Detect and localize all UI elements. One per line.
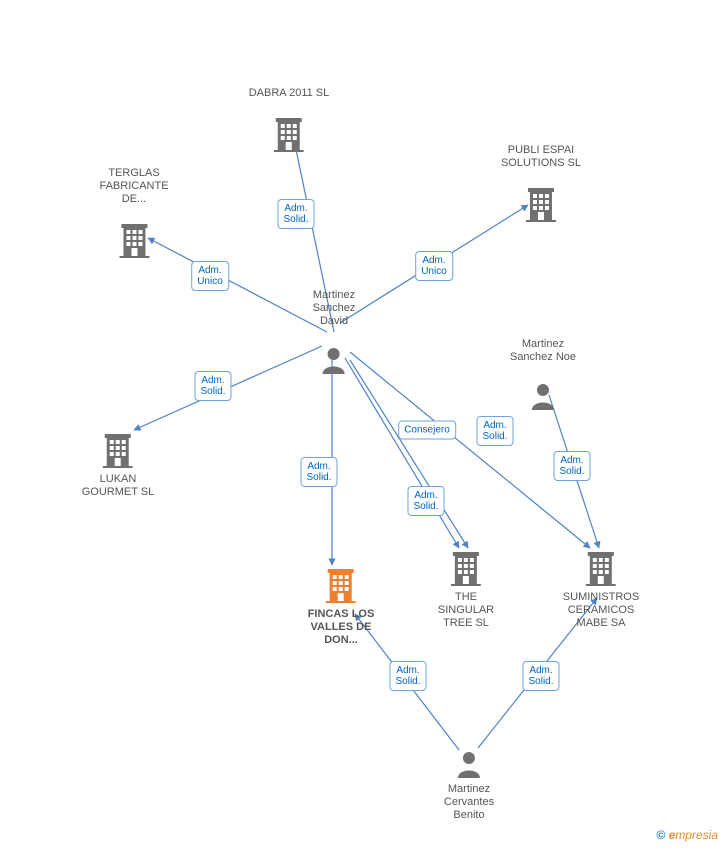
node-fincas[interactable]: FINCAS LOS VALLES DE DON...: [308, 569, 375, 647]
building-icon: [103, 434, 133, 473]
node-label: Martinez Sanchez David: [313, 289, 356, 328]
building-icon: [451, 552, 481, 591]
node-label: FINCAS LOS VALLES DE DON...: [308, 608, 375, 647]
edge-label: Adm. Solid.: [300, 457, 337, 487]
diagram-canvas: Martinez Sanchez David Martinez Sanchez …: [0, 0, 728, 850]
copyright: © empresia: [656, 828, 718, 842]
person-icon: [530, 382, 556, 415]
edge-label: Adm. Solid.: [194, 371, 231, 401]
edge-label: Adm. Unico: [191, 261, 229, 291]
node-tree[interactable]: THE SINGULAR TREE SL: [438, 552, 494, 630]
building-icon: [274, 118, 304, 157]
edge-line: [345, 358, 459, 548]
edge-label: Adm. Unico: [415, 251, 453, 281]
edges-layer: [0, 0, 728, 850]
node-label: LUKAN GOURMET SL: [82, 473, 155, 499]
node-benito[interactable]: Martinez Cervantes Benito: [444, 750, 494, 822]
node-label: Martinez Sanchez Noe: [510, 338, 576, 364]
node-dabra[interactable]: DABRA 2011 SL: [249, 87, 330, 157]
edge-label: Adm. Solid.: [277, 199, 314, 229]
node-label: SUMINISTROS CERAMICOS MABE SA: [563, 591, 639, 630]
building-icon: [526, 188, 556, 227]
building-icon: [586, 552, 616, 591]
person-icon: [321, 346, 347, 379]
edge-label: Adm. Solid.: [553, 451, 590, 481]
edge-label: Adm. Solid.: [476, 416, 513, 446]
edge-label: Adm. Solid.: [407, 486, 444, 516]
edge-line: [148, 238, 327, 332]
building-icon: [119, 224, 149, 263]
person-icon: [456, 750, 482, 783]
edge-label: Consejero: [398, 421, 456, 440]
node-label: PUBLI ESPAI SOLUTIONS SL: [501, 144, 581, 170]
node-david[interactable]: Martinez Sanchez David: [313, 289, 356, 379]
copyright-symbol: ©: [656, 828, 665, 842]
node-noe[interactable]: Martinez Sanchez Noe: [510, 338, 576, 415]
node-label: TERGLAS FABRICANTE DE...: [99, 167, 168, 206]
edge-label: Adm. Solid.: [389, 661, 426, 691]
edge-label: Adm. Solid.: [522, 661, 559, 691]
node-lukan[interactable]: LUKAN GOURMET SL: [82, 434, 155, 499]
node-label: Martinez Cervantes Benito: [444, 783, 494, 822]
node-publi[interactable]: PUBLI ESPAI SOLUTIONS SL: [501, 144, 581, 227]
copyright-brand: empresia: [669, 828, 718, 842]
node-sumin[interactable]: SUMINISTROS CERAMICOS MABE SA: [563, 552, 639, 630]
edge-line: [350, 360, 468, 548]
node-terglas[interactable]: TERGLAS FABRICANTE DE...: [99, 167, 168, 263]
building-icon: [326, 569, 356, 608]
node-label: DABRA 2011 SL: [249, 87, 330, 100]
node-label: THE SINGULAR TREE SL: [438, 591, 494, 630]
